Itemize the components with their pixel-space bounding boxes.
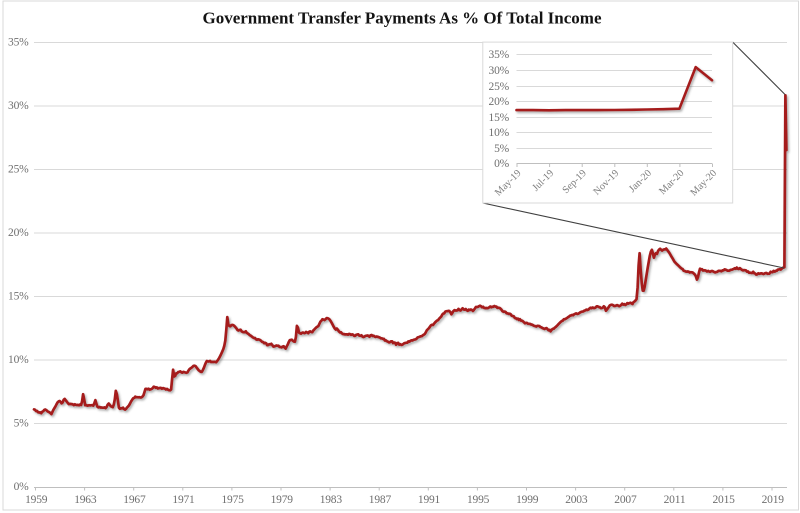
svg-text:2007: 2007 [614,494,637,506]
svg-text:35%: 35% [8,37,29,49]
svg-text:2011: 2011 [664,494,686,506]
svg-text:1999: 1999 [516,494,539,506]
svg-text:Government Transfer Payments A: Government Transfer Payments As % Of Tot… [202,9,601,28]
svg-text:1975: 1975 [221,494,244,506]
svg-text:1983: 1983 [320,494,343,506]
svg-text:2019: 2019 [762,494,785,506]
svg-text:20%: 20% [8,227,29,239]
svg-text:35%: 35% [489,49,510,61]
svg-text:20%: 20% [489,96,510,108]
svg-text:1963: 1963 [74,494,97,506]
svg-text:10%: 10% [8,354,29,366]
svg-text:1979: 1979 [271,494,294,506]
svg-text:5%: 5% [14,418,30,430]
svg-text:2003: 2003 [565,494,588,506]
svg-text:1987: 1987 [369,494,392,506]
svg-text:10%: 10% [489,127,510,139]
svg-text:5%: 5% [494,143,510,155]
svg-text:25%: 25% [8,164,29,176]
svg-text:25%: 25% [489,81,510,93]
svg-text:0%: 0% [14,481,30,493]
svg-text:0%: 0% [494,158,510,170]
svg-text:15%: 15% [8,291,29,303]
svg-text:1991: 1991 [418,494,441,506]
svg-text:1967: 1967 [123,494,146,506]
svg-text:2015: 2015 [712,494,735,506]
svg-text:30%: 30% [489,65,510,77]
svg-text:30%: 30% [8,100,29,112]
svg-text:15%: 15% [489,112,510,124]
svg-text:1971: 1971 [172,494,195,506]
svg-text:1995: 1995 [467,494,490,506]
svg-text:1959: 1959 [25,494,48,506]
